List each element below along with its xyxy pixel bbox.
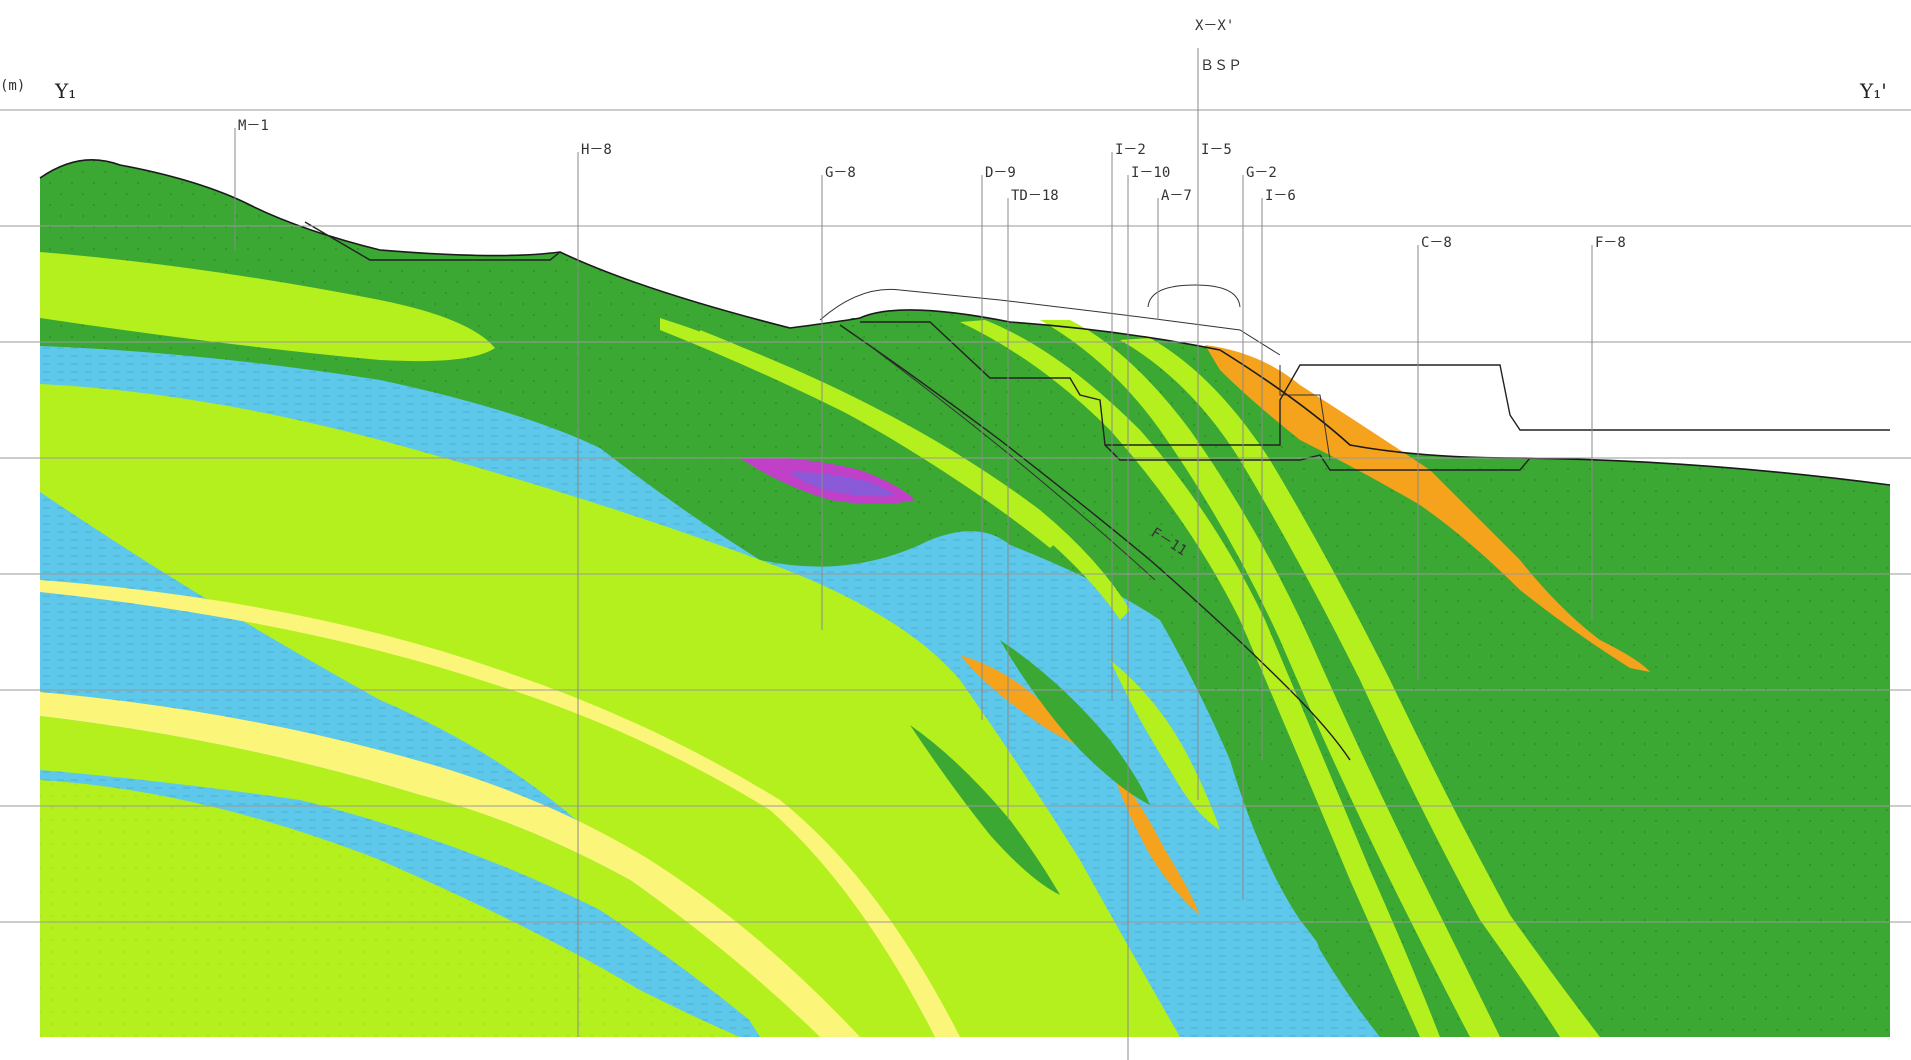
structure-outline-upper — [819, 288, 1281, 356]
layer-orange-lens-1 — [960, 655, 1090, 750]
borehole-label: G－2 — [1246, 165, 1277, 181]
layer-orange-lens-2 — [1110, 765, 1200, 915]
borehole-label: H－8 — [581, 142, 612, 158]
borehole-label: I－6 — [1265, 188, 1296, 204]
layer-light-green-streak-3 — [1120, 338, 1600, 1037]
fault-line-f11-secondary — [854, 334, 1156, 581]
layer-light-green-streak-1 — [960, 320, 1440, 1037]
structure-outline-base — [1104, 444, 1531, 471]
excavation-outline-left — [304, 221, 561, 261]
tunnel-arch — [1147, 284, 1241, 308]
borehole-label: C－8 — [1421, 235, 1452, 251]
layer-green-lens-2 — [1000, 640, 1150, 805]
axis-unit-label: (m) — [0, 78, 25, 94]
layer-light-green-upper-lens — [40, 252, 495, 362]
borehole-lines — [234, 48, 1593, 1060]
layer-orange-slope-deposit — [1205, 345, 1650, 672]
layer-violet-core — [790, 472, 895, 497]
layer-yellow-band-2 — [40, 692, 860, 1037]
structure-outline-box — [1279, 365, 1331, 461]
borehole-label: M－1 — [238, 118, 269, 134]
cross-section-ref-label: X－X' — [1195, 18, 1234, 34]
ground-surface-line — [39, 159, 1891, 486]
borehole-label: TD－18 — [1011, 188, 1059, 204]
borehole-label: A－7 — [1161, 188, 1192, 204]
borehole-label: I－2 — [1115, 142, 1146, 158]
borehole-label: I－10 — [1131, 165, 1170, 181]
layer-light-green-streak-5 — [700, 330, 1060, 548]
borehole-label: D－9 — [985, 165, 1016, 181]
borehole-label: G－8 — [825, 165, 856, 181]
layer-light-green-streak-4 — [660, 318, 1130, 620]
borehole-label: F－8 — [1595, 235, 1626, 251]
section-start-label: Y₁ — [54, 79, 76, 103]
layer-light-green-lens-3 — [1110, 660, 1220, 830]
borehole-label: I－5 — [1201, 142, 1232, 158]
cross-section-sub-label: ＢＳＰ — [1200, 58, 1242, 74]
section-end-label: Y₁' — [1859, 79, 1887, 103]
fault-line-f11 — [839, 324, 1351, 761]
layer-light-green-band-1 — [40, 384, 1180, 1037]
structure-outline-main — [860, 321, 1890, 446]
layer-yellow-band-1 — [40, 580, 960, 1037]
layer-light-green-band-2 — [40, 716, 820, 1037]
layer-green-lens-1 — [910, 725, 1060, 895]
layer-light-green-streak-2 — [1040, 320, 1500, 1037]
